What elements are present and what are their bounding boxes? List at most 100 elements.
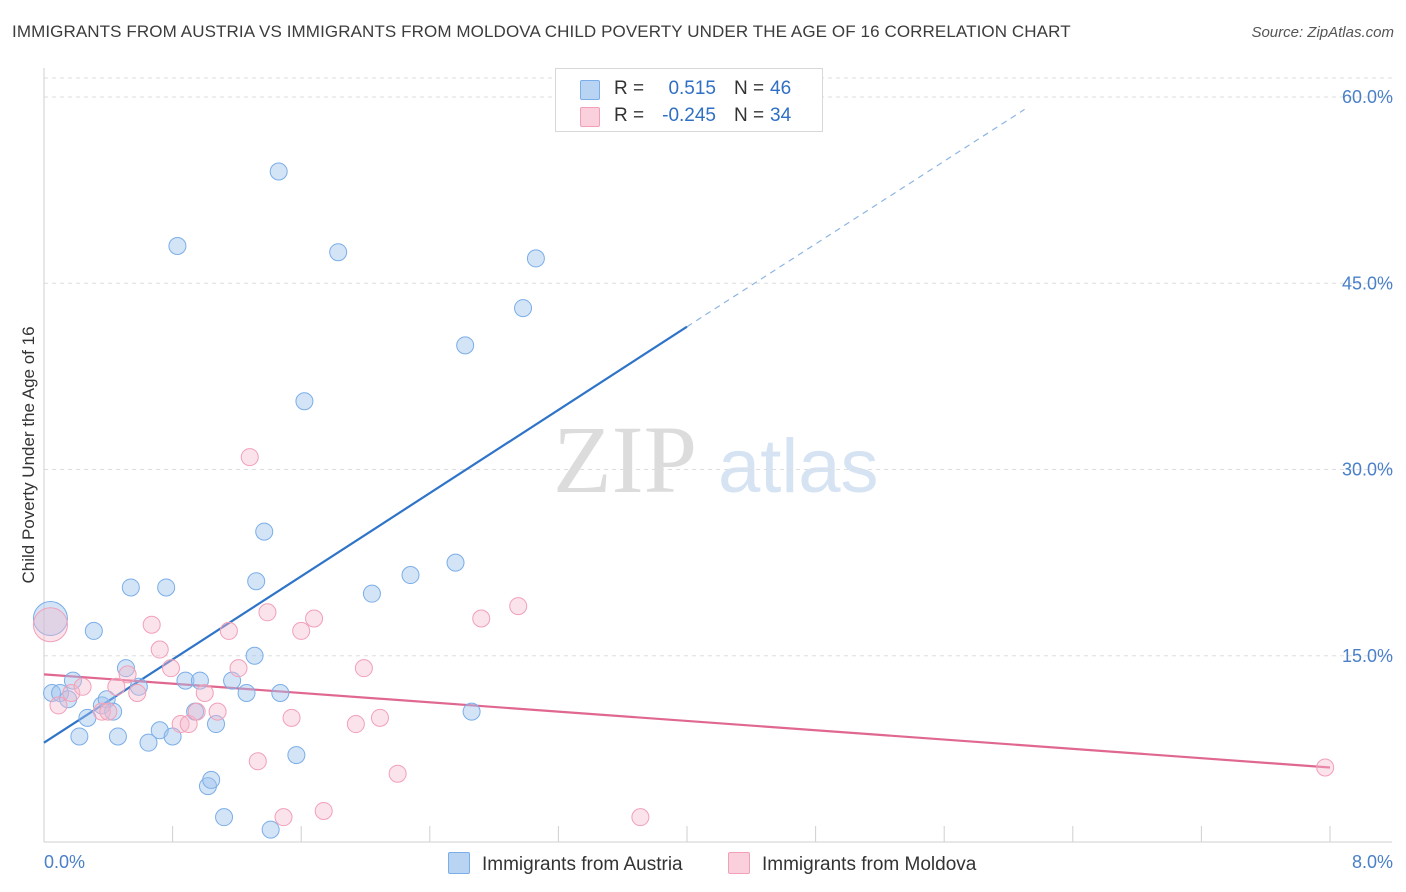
austria-point: [237, 684, 256, 702]
austria-point: [462, 702, 481, 721]
austria-point: [329, 243, 348, 262]
austria-point: [168, 237, 187, 255]
austria-point: [108, 727, 127, 746]
austria-point: [121, 578, 140, 597]
y-tick-label: 15.0%: [1342, 646, 1393, 666]
moldova-point: [32, 607, 68, 643]
moldova-point: [161, 659, 180, 678]
moldova-point: [219, 621, 238, 640]
x-tick-label: 0.0%: [44, 852, 85, 872]
moldova-point: [240, 448, 259, 467]
chart-source: Source: ZipAtlas.com: [1251, 24, 1394, 41]
axes: [43, 68, 1392, 843]
austria-point: [401, 566, 420, 585]
trend-lines: [43, 108, 1331, 769]
austria-n-value: 46: [770, 78, 792, 99]
moldova-point: [314, 801, 333, 820]
austria-point: [215, 808, 234, 827]
watermark-zip: ZIP: [553, 406, 697, 513]
moldova-point: [229, 659, 248, 678]
austria-legend-label: Immigrants from Austria: [482, 854, 683, 875]
moldova-point: [49, 696, 68, 715]
austria-trend-line: [43, 325, 688, 744]
moldova-trend-line: [43, 673, 1331, 769]
y-tick-label: 45.0%: [1342, 273, 1393, 293]
austria-point: [287, 746, 306, 765]
moldova-point: [370, 708, 389, 727]
moldova-point: [354, 659, 373, 678]
moldova-point: [509, 597, 528, 616]
austria-r-value: 0.515: [668, 78, 716, 99]
austria-legend-swatch: [448, 852, 470, 874]
austria-point: [245, 646, 264, 665]
moldova-point: [187, 702, 206, 721]
austria-point: [176, 671, 195, 690]
moldova-point: [388, 764, 407, 783]
austria-point: [84, 621, 103, 640]
y-tick-label: 30.0%: [1342, 460, 1393, 480]
austria-n-label: N =: [734, 78, 765, 99]
moldova-point: [107, 677, 126, 696]
y-axis-label: Child Poverty Under the Age of 16: [19, 326, 38, 583]
bottom-legend-austria: Immigrants from Austria: [448, 852, 683, 876]
moldova-point: [305, 609, 324, 628]
austria-point: [271, 684, 290, 702]
austria-point: [255, 522, 274, 541]
austria-point: [202, 770, 221, 789]
austria-point: [456, 336, 475, 355]
moldova-swatch: [580, 107, 600, 127]
moldova-point: [92, 702, 111, 721]
austria-trend-extension: [686, 108, 1025, 328]
moldova-point: [195, 684, 214, 702]
moldova-point: [62, 684, 81, 702]
grid-lines: [44, 77, 1392, 657]
bottom-legend-moldova: Immigrants from Moldova: [728, 852, 976, 876]
moldova-point: [208, 702, 227, 721]
austria-point: [247, 572, 266, 591]
austria-point: [157, 578, 176, 597]
moldova-point: [118, 665, 137, 684]
moldova-point: [128, 684, 147, 702]
moldova-point: [150, 640, 169, 659]
austria-point: [269, 162, 288, 181]
austria-point: [295, 392, 314, 411]
austria-point: [261, 820, 280, 839]
chart-title: IMMIGRANTS FROM AUSTRIA VS IMMIGRANTS FR…: [12, 22, 1071, 41]
austria-point: [526, 249, 545, 268]
austria-point: [70, 727, 89, 746]
moldova-n-value: 34: [770, 105, 792, 126]
moldova-point: [472, 609, 491, 628]
moldova-point: [346, 715, 365, 734]
moldova-n-label: N =: [734, 105, 765, 126]
legend-row-moldova: R = -0.245 N = 34: [556, 103, 822, 129]
legend-row-austria: R = 0.515 N = 46: [556, 76, 822, 102]
moldova-r-value: -0.245: [662, 105, 716, 126]
moldova-point: [1316, 758, 1335, 777]
tick-labels: 15.0% 30.0% 45.0% 60.0% 0.0% 8.0%: [44, 87, 1393, 872]
austria-point: [129, 677, 148, 696]
x-tick-label: 8.0%: [1352, 852, 1393, 872]
moldova-point: [631, 808, 650, 827]
moldova-point: [258, 603, 277, 622]
watermark-atlas: atlas: [718, 424, 879, 509]
moldova-point: [73, 677, 92, 696]
moldova-point: [282, 708, 301, 727]
moldova-point: [274, 808, 293, 827]
moldova-point: [248, 752, 267, 771]
moldova-r-label: R =: [614, 105, 645, 126]
moldova-legend-swatch: [728, 852, 750, 874]
y-tick-label: 60.0%: [1342, 87, 1393, 107]
moldova-point: [292, 621, 311, 640]
moldova-legend-label: Immigrants from Moldova: [762, 854, 977, 875]
moldova-point: [142, 615, 161, 634]
austria-swatch: [580, 80, 600, 100]
austria-point: [139, 733, 158, 752]
moldova-point: [99, 702, 118, 721]
data-points: [32, 162, 1335, 839]
austria-point: [514, 299, 533, 318]
austria-point: [446, 553, 465, 572]
austria-point: [362, 584, 381, 603]
austria-point: [116, 659, 135, 678]
austria-r-label: R =: [614, 78, 645, 99]
